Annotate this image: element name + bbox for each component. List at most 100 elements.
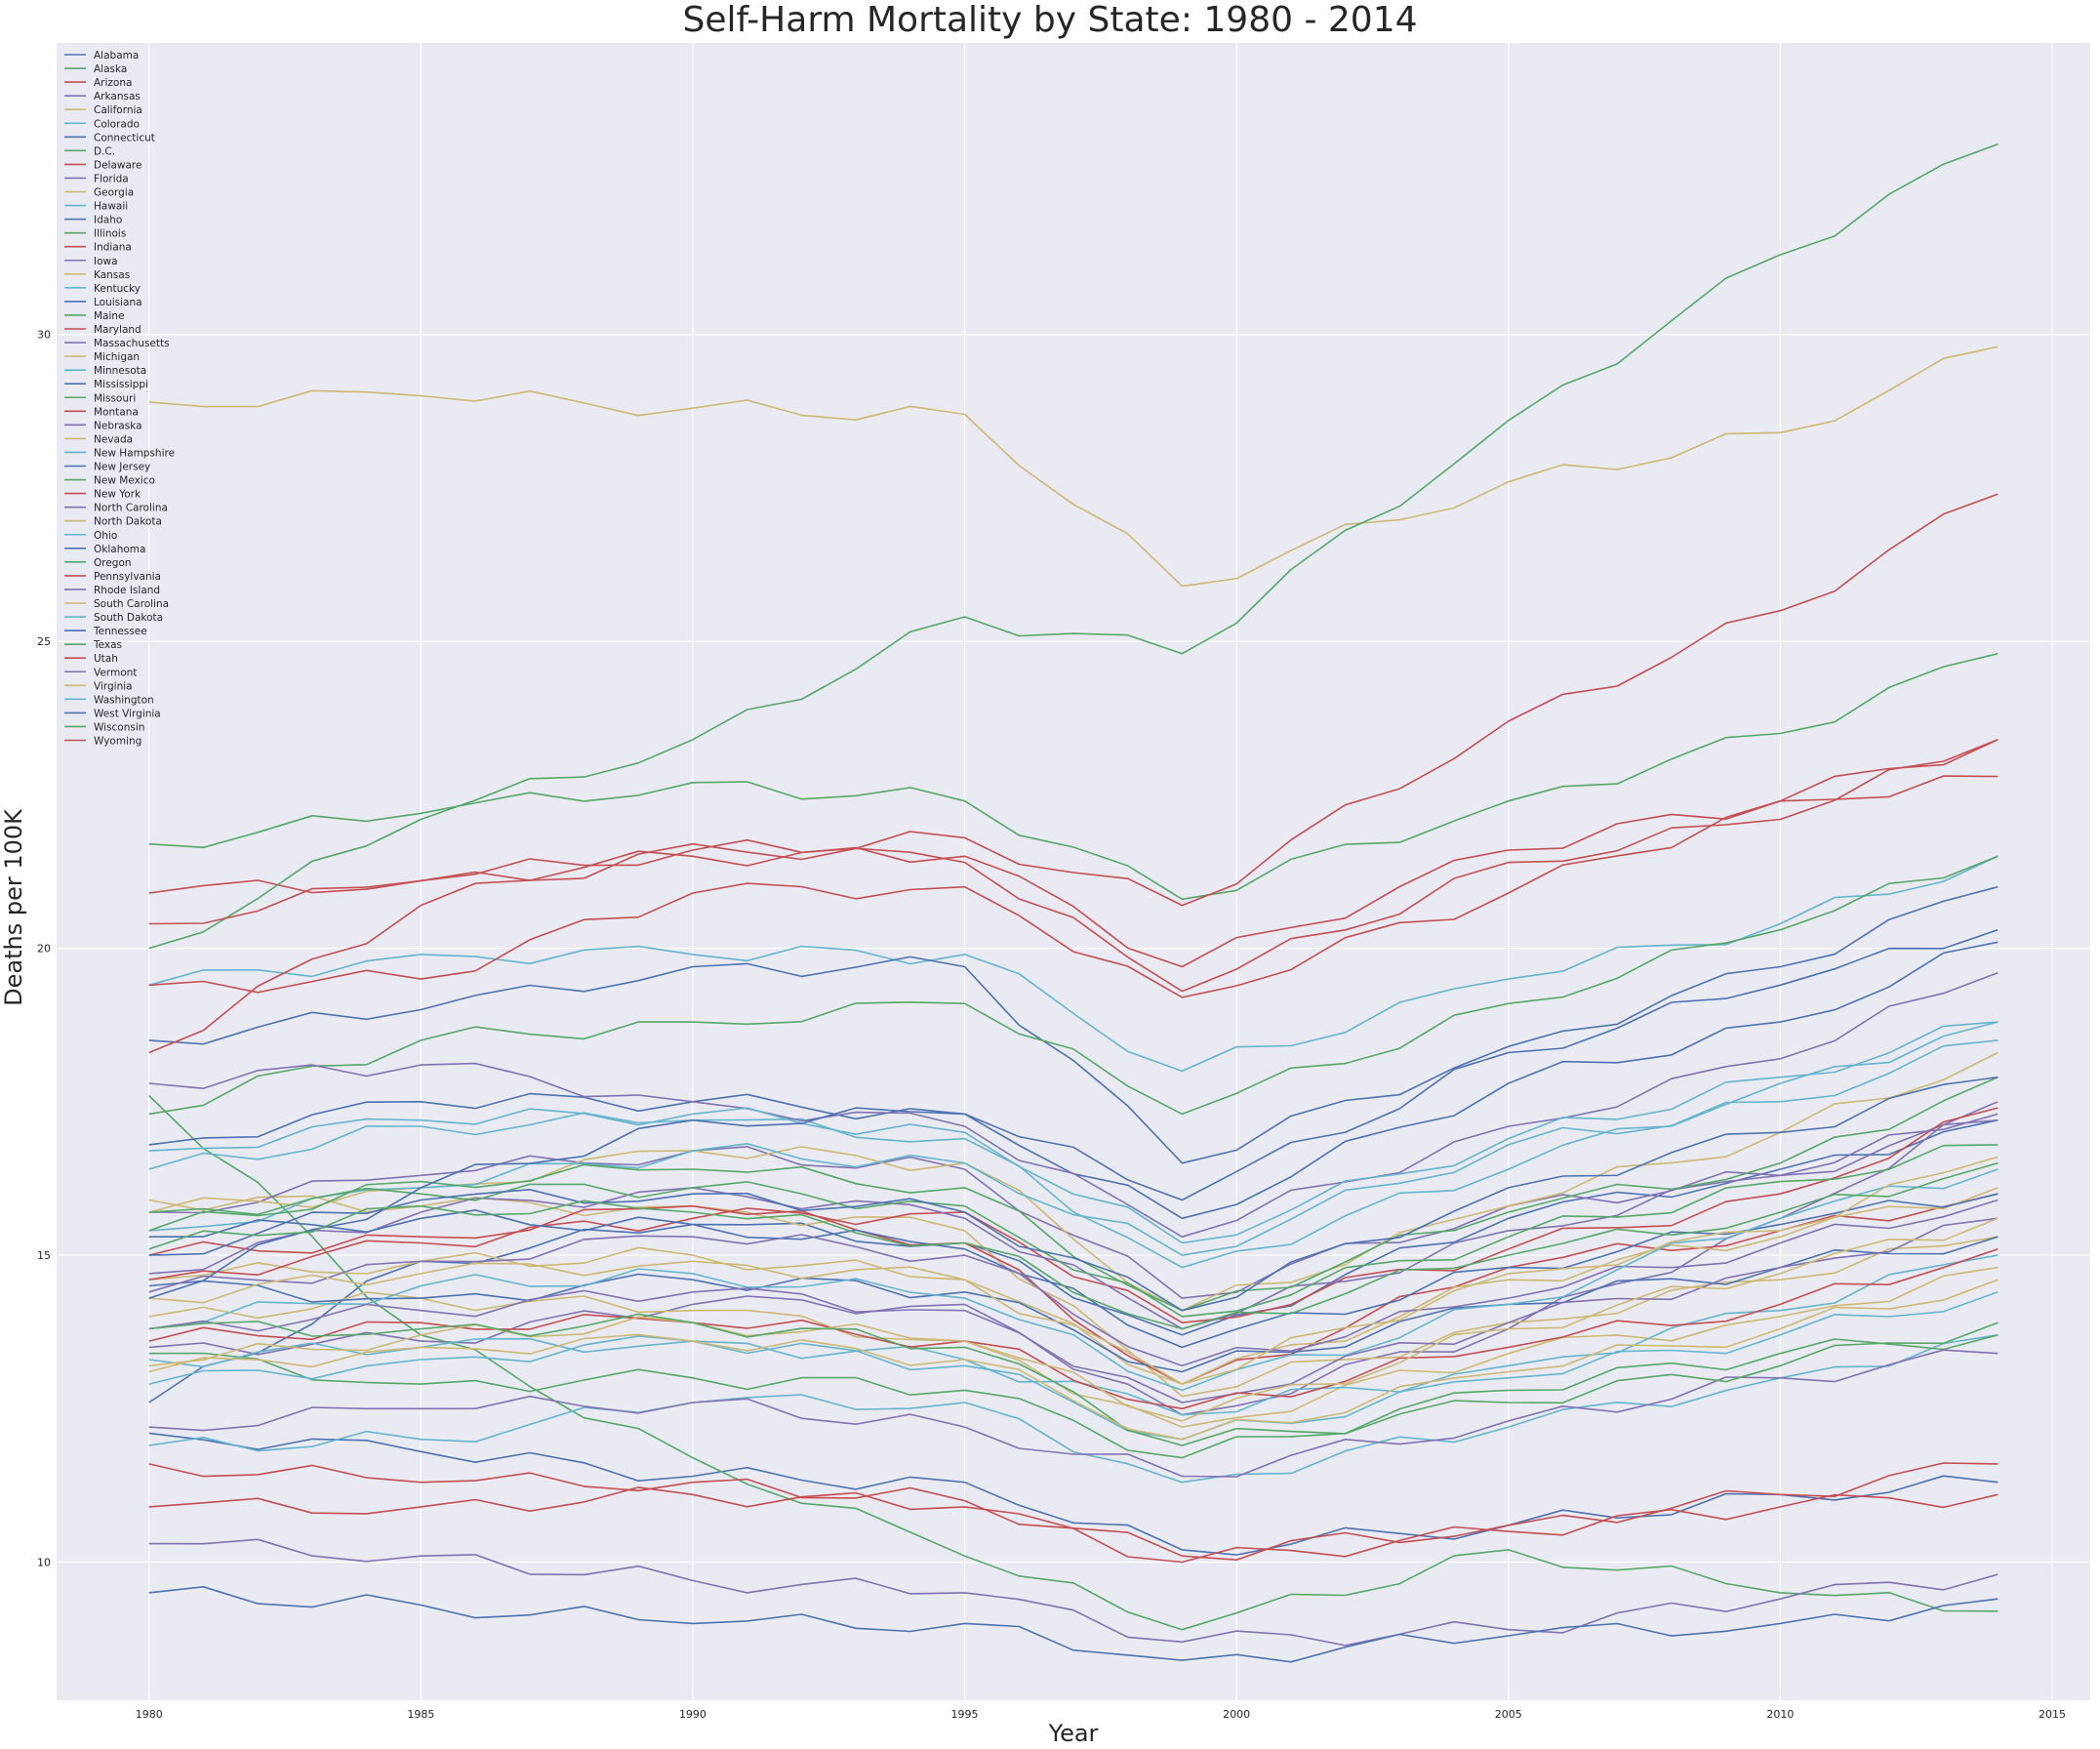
series-line-colorado xyxy=(148,855,1999,1073)
legend-label-georgia: Georgia xyxy=(94,187,134,199)
series-line-illinois xyxy=(148,1334,1999,1459)
series-line-d-c xyxy=(148,1094,1999,1631)
series-line-michigan xyxy=(148,1266,1999,1428)
legend-label-indiana: Indiana xyxy=(94,242,132,254)
series-line-nevada xyxy=(148,346,1999,588)
legend-label-north-dakota: North Dakota xyxy=(94,516,162,528)
legend: Alabama Alaska Arizona Arkansas California Co… xyxy=(64,50,175,748)
legend-label-rhode-island: Rhode Island xyxy=(94,585,160,596)
series-line-mississippi xyxy=(148,1236,1999,1373)
legend-label-washington: Washington xyxy=(94,694,154,706)
legend-label-wisconsin: Wisconsin xyxy=(94,721,144,733)
series-line-minnesota xyxy=(148,1254,1999,1416)
legend-label-missouri: Missouri xyxy=(94,392,136,404)
legend-label-kentucky: Kentucky xyxy=(94,283,141,295)
chart-title: Self-Harm Mortality by State: 1980 - 201… xyxy=(682,0,1417,40)
legend-label-florida: Florida xyxy=(94,173,129,184)
series-line-new-hampshire xyxy=(148,1168,1999,1392)
legend-label-pennsylvania: Pennsylvania xyxy=(94,571,161,583)
legend-label-new-mexico: New Mexico xyxy=(94,475,155,487)
series-line-massachusetts xyxy=(148,1538,1999,1647)
legend-label-illinois: Illinois xyxy=(94,228,126,240)
legend-label-colorado: Colorado xyxy=(94,118,140,130)
plot-area xyxy=(57,43,2090,1700)
grid-lines xyxy=(57,43,2090,1700)
legend-label-maryland: Maryland xyxy=(94,324,141,336)
legend-label-nebraska: Nebraska xyxy=(94,420,142,431)
x-tick-label: 1985 xyxy=(407,1708,434,1721)
y-tick-label: 30 xyxy=(37,329,51,342)
legend-label-alaska: Alaska xyxy=(94,63,127,75)
series-line-texas xyxy=(148,1313,1999,1446)
legend-label-new-hampshire: New Hampshire xyxy=(94,447,175,459)
series-line-missouri xyxy=(148,1144,1999,1318)
series-line-maine xyxy=(148,1076,1999,1312)
series-line-utah xyxy=(148,775,1999,998)
series-line-nebraska xyxy=(148,1199,1999,1367)
series-line-virginia xyxy=(148,1279,1999,1441)
series-line-ohio xyxy=(148,1291,1999,1441)
legend-label-minnesota: Minnesota xyxy=(94,365,146,377)
legend-label-new-jersey: New Jersey xyxy=(94,462,150,473)
legend-label-tennessee: Tennessee xyxy=(93,626,147,637)
legend-label-kansas: Kansas xyxy=(94,269,130,281)
legend-label-texas: Texas xyxy=(93,639,122,651)
legend-label-montana: Montana xyxy=(94,406,139,418)
legend-label-vermont: Vermont xyxy=(94,667,137,678)
legend-label-south-dakota: South Dakota xyxy=(94,612,163,624)
y-axis-label: Deaths per 100K xyxy=(0,808,27,1006)
legend-label-south-carolina: South Carolina xyxy=(94,598,169,610)
y-tick-label: 10 xyxy=(37,1557,51,1569)
series-line-washington xyxy=(148,1021,1999,1244)
legend-label-oregon: Oregon xyxy=(94,557,132,569)
legend-label-louisiana: Louisiana xyxy=(94,297,142,308)
legend-label-arizona: Arizona xyxy=(94,77,132,89)
legend-label-arkansas: Arkansas xyxy=(94,91,141,102)
x-tick-label: 1980 xyxy=(136,1708,163,1721)
legend-label-oklahoma: Oklahoma xyxy=(94,544,145,555)
series-line-new-york xyxy=(148,1486,1999,1564)
series-line-montana xyxy=(148,739,1999,1054)
x-axis-label: Year xyxy=(1048,1720,1099,1747)
x-axis-ticks: 1980 1985 1990 1995 2000 2005 2010 2015 xyxy=(136,1708,2066,1721)
series-line-vermont xyxy=(148,972,1999,1238)
series-line-connecticut xyxy=(148,1432,1999,1556)
x-tick-label: 2005 xyxy=(1495,1708,1522,1721)
legend-label-maine: Maine xyxy=(94,310,125,322)
series-line-rhode-island xyxy=(148,1349,1999,1478)
series-line-hawaii xyxy=(148,1334,1999,1484)
series-line-alabama xyxy=(148,1119,1999,1403)
legend-label-west-virginia: West Virginia xyxy=(94,708,161,719)
x-tick-label: 2000 xyxy=(1223,1708,1250,1721)
series-line-georgia xyxy=(148,1187,1999,1385)
legend-label-north-carolina: North Carolina xyxy=(94,503,168,514)
series-line-south-carolina xyxy=(148,1217,1999,1422)
x-tick-label: 1995 xyxy=(951,1708,979,1721)
series-line-indiana xyxy=(148,1107,1999,1323)
series-line-wyoming xyxy=(148,493,1999,925)
series-line-new-jersey xyxy=(148,1586,1999,1663)
series-line-iowa xyxy=(148,1113,1999,1330)
series-line-south-dakota xyxy=(148,1021,1999,1269)
legend-label-mississippi: Mississippi xyxy=(94,379,148,390)
legend-label-virginia: Virginia xyxy=(94,680,133,692)
series-line-idaho xyxy=(148,885,1999,1164)
legend-label-alabama: Alabama xyxy=(94,50,139,61)
y-axis-ticks: 10 15 20 25 30 xyxy=(37,329,51,1569)
series-line-arizona xyxy=(148,739,1999,968)
y-tick-label: 25 xyxy=(37,635,51,648)
y-tick-label: 15 xyxy=(37,1249,51,1262)
legend-label-new-york: New York xyxy=(94,489,141,501)
legend-label-michigan: Michigan xyxy=(94,351,140,363)
y-tick-label: 20 xyxy=(37,943,51,956)
series-line-west-virginia xyxy=(148,928,1999,1299)
series-lines xyxy=(148,143,1999,1663)
legend-label-massachusetts: Massachusetts xyxy=(94,338,170,349)
series-line-pennsylvania xyxy=(148,1248,1999,1410)
legend-label-hawaii: Hawaii xyxy=(94,201,128,213)
legend-label-delaware: Delaware xyxy=(94,159,141,171)
series-line-delaware xyxy=(148,1193,1999,1385)
legend-label-ohio: Ohio xyxy=(94,530,117,542)
x-tick-label: 1990 xyxy=(679,1708,707,1721)
